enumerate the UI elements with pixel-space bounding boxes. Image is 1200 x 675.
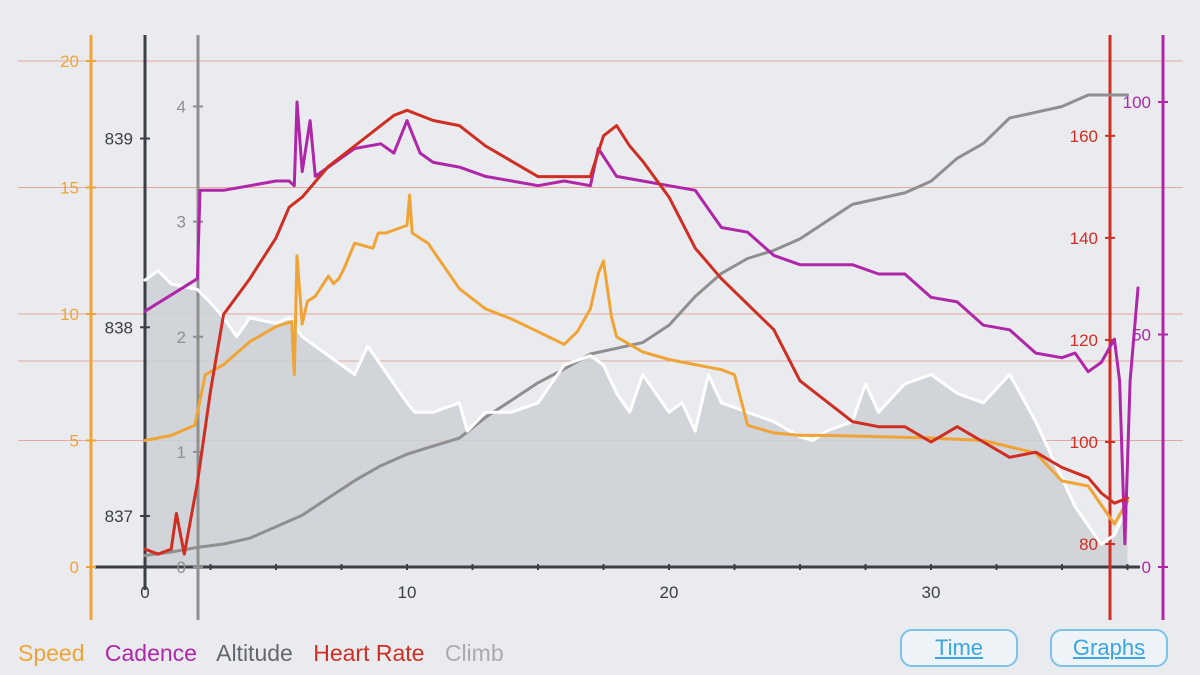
heart_rate-tick-label: 120 xyxy=(1070,331,1098,350)
graphs-button[interactable]: Graphs xyxy=(1050,629,1168,667)
speed-tick-label: 0 xyxy=(70,558,79,577)
climb-tick-label: 2 xyxy=(177,328,186,347)
axes-layer: 0 10 20 30 0 5 10 15 20 837 838 839 0 1 2 3 4 80 100 120 140… xyxy=(60,35,1168,620)
x-tick-label: 20 xyxy=(660,583,679,602)
altitude-tick-label: 839 xyxy=(105,130,133,149)
legend: Speed Cadence Altitude Heart Rate Climb xyxy=(18,640,518,667)
altitude-tick-label: 838 xyxy=(105,318,133,337)
climb-tick-label: 0 xyxy=(177,558,186,577)
legend-heart-rate: Heart Rate xyxy=(313,640,425,666)
legend-cadence: Cadence xyxy=(104,640,197,666)
time-button[interactable]: Time xyxy=(900,629,1018,667)
cadence-tick-label: 100 xyxy=(1123,93,1151,112)
cadence-tick-label: 0 xyxy=(1142,558,1151,577)
cadence-tick-label: 50 xyxy=(1132,325,1151,344)
x-tick-label: 0 xyxy=(140,583,149,602)
cadence-line xyxy=(143,100,1140,546)
climb-tick-label: 1 xyxy=(177,443,186,462)
heart_rate-tick-label: 160 xyxy=(1070,127,1098,146)
heart_rate-tick-label: 80 xyxy=(1079,535,1098,554)
speed-tick-label: 15 xyxy=(60,179,79,198)
speed-tick-label: 20 xyxy=(60,52,79,71)
climb-tick-label: 3 xyxy=(177,213,186,232)
climb-line xyxy=(143,93,1129,557)
speed-tick-label: 5 xyxy=(70,432,79,451)
x-tick-label: 10 xyxy=(398,583,417,602)
altitude-area-layer xyxy=(145,270,1128,567)
altitude-area xyxy=(145,270,1128,567)
heart_rate-line xyxy=(143,108,1129,556)
heart_rate-tick-label: 100 xyxy=(1070,433,1098,452)
altitude-tick-label: 837 xyxy=(105,507,133,526)
speed-line xyxy=(143,193,1129,526)
x-tick-label: 30 xyxy=(922,583,941,602)
legend-climb: Climb xyxy=(444,640,504,666)
legend-speed: Speed xyxy=(18,640,85,666)
heart_rate-tick-label: 140 xyxy=(1070,229,1098,248)
speed-tick-label: 10 xyxy=(60,305,79,324)
legend-altitude: Altitude xyxy=(216,640,293,666)
altitude-line xyxy=(143,269,1129,546)
climb-tick-label: 4 xyxy=(177,98,186,117)
series-layer xyxy=(143,93,1140,557)
ride-chart: 0 10 20 30 0 5 10 15 20 837 838 839 0 1 2 3 4 80 100 120 140… xyxy=(18,35,1183,620)
